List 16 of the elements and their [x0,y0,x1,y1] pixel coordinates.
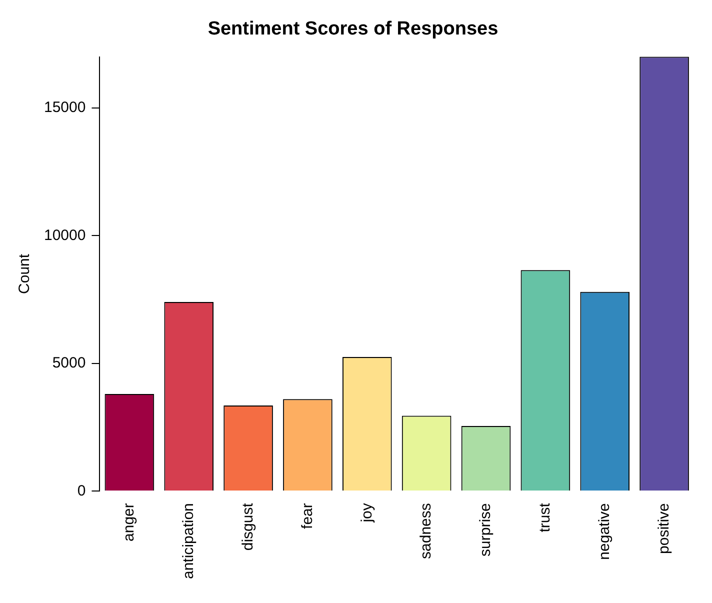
x-tick-label: fear [298,503,316,529]
x-tick-label: sadness [418,503,435,559]
y-tick-label: 15000 [44,99,86,116]
x-tick-label: anticipation [180,503,197,580]
x-tick-label: positive [655,503,672,554]
x-tick-label: disgust [239,502,256,551]
y-tick-label: 0 [77,482,86,500]
y-tick-label: 5000 [52,354,86,372]
y-tick-label: 10000 [44,226,86,244]
x-tick-label: joy [358,502,376,524]
y-axis-title: Count [16,253,34,294]
chart-title: Sentiment Scores of Responses [208,18,498,40]
x-tick-label: anger [120,503,138,542]
x-tick-label: surprise [477,503,494,556]
x-tick-label: trust [536,502,554,532]
x-tick-label: negative [596,503,613,560]
